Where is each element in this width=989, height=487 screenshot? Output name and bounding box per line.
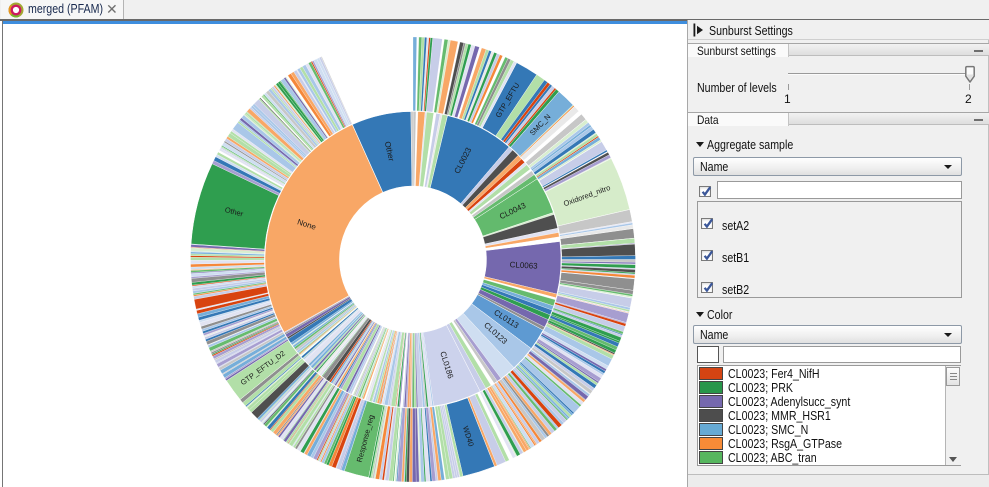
svg-text:CL0063: CL0063 <box>509 260 538 271</box>
svg-text:Other: Other <box>383 141 396 163</box>
